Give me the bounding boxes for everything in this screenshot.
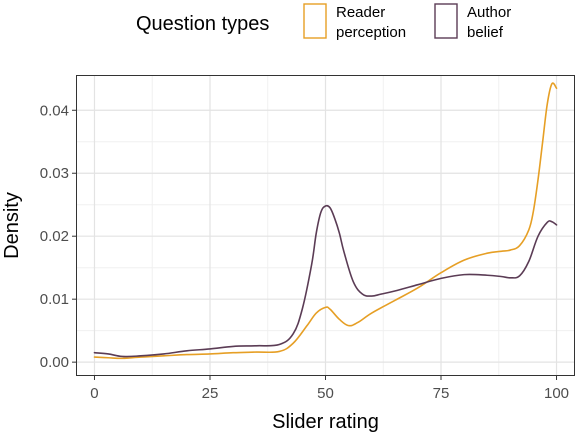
y-tick-label: 0.03: [40, 165, 69, 182]
legend-key-1: [434, 3, 458, 39]
panel-border: [76, 75, 575, 376]
x-axis-title: Slider rating: [272, 411, 379, 433]
y-tick-label: 0.02: [40, 228, 69, 245]
y-tick-label: 0.00: [40, 354, 69, 371]
legend-label-line: Reader: [336, 4, 385, 21]
legend-label-line: perception: [336, 24, 406, 41]
x-tick-label: 0: [90, 385, 98, 402]
major-gridlines: [76, 75, 575, 376]
legend-label-line: belief: [467, 24, 504, 41]
legend-key-0: [303, 3, 327, 39]
x-tick-label: 75: [433, 385, 450, 402]
series-line-author-belief: [93, 204, 558, 358]
series-line-reader-perception: [93, 82, 558, 360]
x-tick-label: 25: [202, 385, 219, 402]
plot-area: [76, 75, 575, 376]
series-lines: [93, 82, 558, 360]
legend-title: Question types: [136, 13, 269, 35]
y-axis: 0.00 0.01 0.02 0.03 0.04: [40, 102, 76, 371]
legend: Question types Reader perception Author bel…: [136, 3, 511, 41]
y-axis-title: Density: [1, 192, 23, 259]
x-axis: 0 25 50 75 100: [90, 376, 569, 402]
legend-label-line: Author: [467, 4, 511, 21]
legend-entries: Reader perception Author belief: [303, 3, 511, 41]
y-tick-label: 0.01: [40, 291, 69, 308]
x-tick-label: 50: [317, 385, 334, 402]
y-tick-label: 0.04: [40, 102, 69, 119]
x-tick-label: 100: [544, 385, 569, 402]
